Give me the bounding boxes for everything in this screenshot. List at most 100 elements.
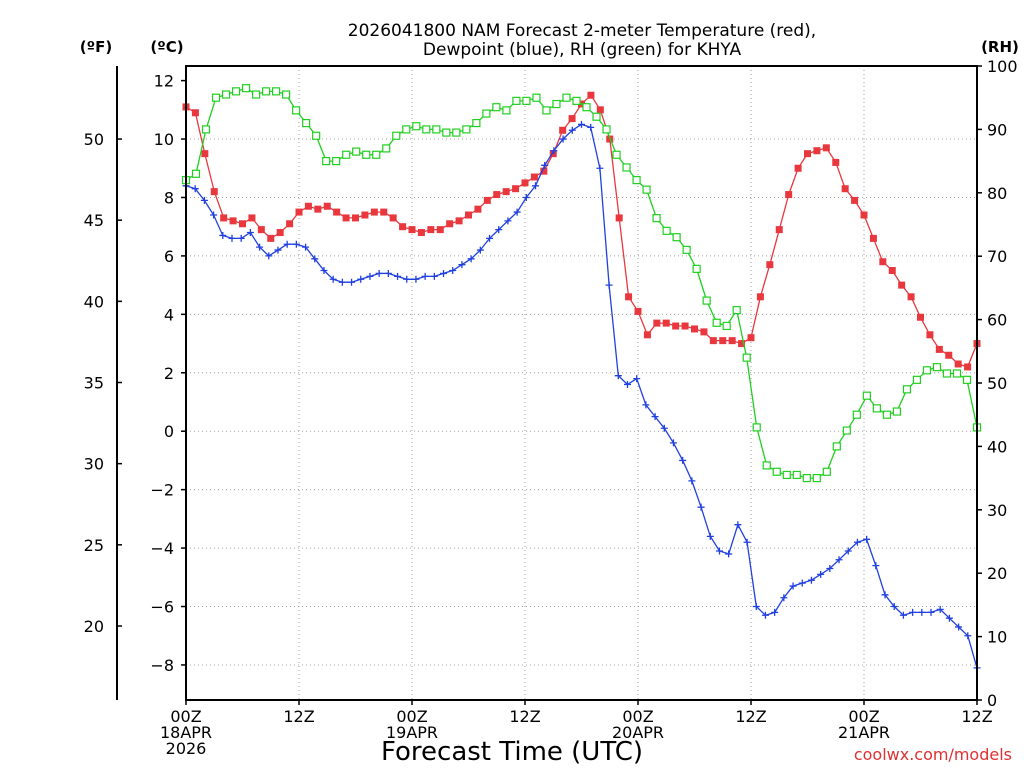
dewpoint-point	[853, 538, 861, 546]
temperature-point	[653, 319, 661, 327]
dewpoint-point	[256, 243, 264, 251]
dewpoint-point	[633, 375, 641, 383]
rh-point	[652, 214, 661, 223]
temperature-point	[681, 322, 689, 330]
dewpoint-point	[605, 281, 613, 289]
dewpoint-point	[467, 255, 475, 263]
rh-point	[942, 369, 952, 378]
rh-point	[842, 426, 851, 435]
dewpoint-point	[890, 603, 898, 611]
rh-point	[211, 93, 221, 102]
temperature-point	[191, 109, 199, 117]
celsius-tick-label: 0	[164, 422, 174, 441]
temperature-point	[634, 307, 642, 315]
temperature-point	[314, 205, 322, 213]
temperature-point	[352, 214, 359, 222]
dewpoint-point	[761, 611, 769, 619]
rh-tick-label: 50	[987, 374, 1007, 393]
temperature-point	[766, 261, 774, 269]
temperature-point	[691, 325, 698, 333]
rh-point	[622, 163, 631, 172]
rh-point	[702, 296, 711, 305]
rh-line	[185, 87, 978, 479]
rh-tick-label: 20	[987, 564, 1007, 583]
dewpoint-point	[706, 532, 714, 540]
dewpoint-point	[421, 272, 429, 280]
temperature-point	[276, 229, 284, 237]
dewpoint-point	[237, 234, 245, 242]
fahrenheit-tick-label: 30	[84, 455, 104, 474]
rh-point	[602, 125, 611, 134]
temperature-point	[380, 208, 388, 216]
rh-point	[852, 410, 861, 419]
temperature-point	[813, 147, 821, 155]
rh-point	[251, 90, 261, 99]
dewpoint-point	[329, 275, 337, 283]
dewpoint-point	[292, 240, 300, 248]
rh-point	[221, 90, 231, 99]
dewpoint-point	[872, 562, 880, 570]
dewpoint-point	[283, 240, 291, 248]
temperature-point	[521, 179, 529, 187]
temperature-point	[747, 334, 755, 342]
rh-point	[552, 99, 561, 109]
dewpoint-point	[596, 164, 604, 172]
temperature-point	[907, 293, 915, 301]
dewpoint-point	[725, 550, 733, 558]
celsius-tick-label: −4	[150, 539, 174, 558]
rh-tick-label: 60	[987, 311, 1007, 330]
rh-point	[932, 363, 942, 372]
rh-point	[272, 87, 281, 96]
celsius-tick-label: 12	[154, 72, 174, 91]
temperature-point	[248, 214, 256, 222]
rh-point	[892, 407, 901, 416]
dewpoint-point	[688, 477, 696, 485]
rh-point	[191, 169, 201, 178]
rh-point	[882, 410, 891, 419]
dewpoint-point	[246, 229, 254, 237]
rh-point	[752, 423, 761, 432]
dewpoint-point	[495, 226, 503, 234]
temperature-point	[804, 150, 811, 158]
dewpoint-point	[844, 547, 852, 555]
dewpoint-point	[743, 538, 751, 546]
temperature-point	[587, 91, 595, 99]
dewpoint-point	[200, 196, 208, 204]
rh-point	[922, 366, 932, 375]
rh-point	[292, 106, 301, 115]
rh-point	[682, 245, 691, 254]
x-tick-label: 18APR	[160, 723, 212, 742]
rh-point	[862, 391, 871, 400]
rh-point	[402, 125, 411, 134]
temperature-point	[436, 226, 444, 234]
rh-point	[302, 118, 311, 128]
rh-point	[782, 470, 791, 480]
dewpoint-point	[568, 126, 576, 134]
rh-point	[312, 131, 321, 140]
temperature-point	[672, 322, 680, 330]
temperature-point	[201, 150, 209, 158]
rh-point	[262, 87, 271, 96]
dewpoint-point	[384, 269, 392, 277]
dewpoint-point	[623, 380, 631, 388]
temperature-point	[267, 234, 275, 242]
rh-point	[472, 118, 481, 128]
celsius-unit-label: (ºC)	[150, 38, 183, 56]
fahrenheit-tick-label: 50	[84, 130, 104, 149]
rh-point	[772, 467, 781, 476]
temperature-point	[493, 191, 501, 199]
dewpoint-point	[348, 278, 356, 286]
rh-point	[282, 90, 291, 99]
temperature-point	[304, 202, 312, 210]
rh-tick-label: 40	[987, 437, 1007, 456]
dewpoint-point	[697, 503, 705, 511]
series-rh	[181, 84, 982, 483]
dewpoint-point	[504, 217, 512, 225]
rh-tick-label: 10	[987, 628, 1007, 647]
celsius-tick-label: 6	[164, 247, 174, 266]
dewpoint-point	[219, 231, 227, 239]
rh-point	[802, 474, 811, 483]
rh-tick-label: 0	[987, 691, 997, 710]
dewpoint-point	[881, 591, 889, 599]
temperature-point	[879, 258, 887, 266]
